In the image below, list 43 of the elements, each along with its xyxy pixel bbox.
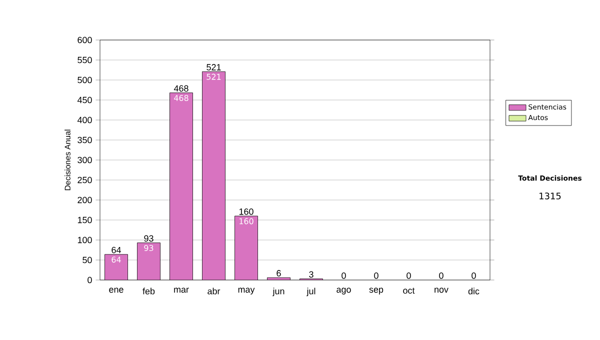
total-label: 0: [374, 272, 378, 279]
total-label: 468: [174, 85, 188, 92]
bar: [170, 92, 193, 280]
y-tick-label: 350: [78, 136, 92, 144]
x-tick-label: dic: [468, 288, 480, 294]
total-label: 3: [309, 271, 314, 278]
x-tick-label: sep: [369, 288, 384, 294]
y-tick-label: 200: [78, 196, 92, 204]
total-label: 0: [406, 272, 411, 279]
total-label: 0: [439, 272, 444, 279]
y-tick-label: 550: [78, 56, 92, 64]
total-label: 0: [342, 272, 346, 279]
x-tick-label: jul: [306, 288, 316, 296]
x-tick-label: oct: [403, 288, 415, 294]
y-tick-label: 100: [78, 236, 92, 244]
bar: [202, 71, 226, 280]
x-tick-label: jun: [272, 288, 284, 296]
bar: [137, 242, 160, 280]
y-tick-label: 400: [77, 116, 92, 124]
total-label: 521: [206, 64, 221, 70]
y-tick-label: 250: [78, 176, 92, 184]
y-tick-label: 50: [82, 256, 92, 264]
total-label: 160: [239, 208, 254, 215]
bar: [234, 216, 258, 280]
y-tick-label: 600: [78, 36, 92, 44]
y-tick-label: 450: [77, 96, 92, 104]
x-tick-label: nov: [434, 288, 448, 293]
x-tick-label: abr: [208, 288, 220, 294]
total-label: 93: [144, 235, 154, 242]
x-tick-label: feb: [142, 288, 155, 294]
text: 1315: [540, 192, 561, 200]
total-label: 0: [472, 272, 476, 279]
total-label: 64: [112, 246, 121, 254]
y-tick-label: 0: [88, 276, 92, 284]
y-tick-label: 500: [78, 76, 92, 84]
bar: [104, 254, 128, 280]
y-tick-label: 150: [78, 216, 92, 224]
total-label: 6: [276, 270, 281, 276]
x-tick-label: may: [238, 288, 255, 294]
y-tick-label: 300: [78, 156, 92, 164]
x-tick-label: ene: [109, 288, 124, 293]
x-tick-label: ago: [336, 288, 351, 294]
x-tick-label: mar: [174, 288, 189, 293]
